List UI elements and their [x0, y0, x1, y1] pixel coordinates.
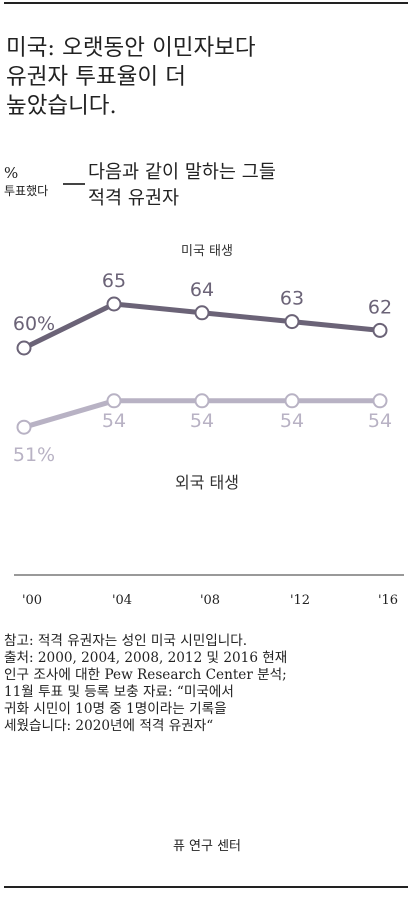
data-label: 54 [368, 410, 392, 432]
data-label: 51% [13, 444, 55, 466]
chart-title: 미국: 오랫동안 이민자보다 유권자 투표율이 더 높았습니다. [6, 35, 256, 119]
data-point [372, 322, 388, 338]
data-label: 64 [190, 279, 214, 301]
y-axis-description: 투표했다 [4, 184, 49, 198]
data-point [284, 393, 300, 409]
series-name-label: 미국 태생 [181, 244, 233, 259]
series-native-born: 60% 65 64 63 62 미국 태생 [13, 244, 392, 356]
chart-source: 퓨 연구 센터 [172, 839, 242, 854]
x-tick-label: '12 [290, 593, 310, 608]
data-label: 65 [102, 270, 126, 292]
x-tick-layer: '00 '04 '08 '12 '16 [22, 593, 398, 608]
x-tick-label: '08 [200, 593, 220, 608]
data-point [194, 305, 210, 321]
chart-subtitle: 다음과 같이 말하는 그들 적격 유권자 [88, 162, 276, 209]
data-label: 54 [190, 410, 214, 432]
top-rule [4, 2, 408, 4]
data-label: 60% [13, 313, 55, 335]
bottom-rule [4, 886, 408, 888]
y-axis-label: % 투표했다 [4, 163, 48, 199]
x-tick-label: '00 [22, 593, 42, 608]
series-layer: 60% 65 64 63 62 미국 태생 51% 54 54 54 54 외국 태생 [13, 244, 392, 492]
data-point [372, 393, 388, 409]
y-axis-unit: % [4, 164, 19, 182]
data-label: 54 [280, 410, 304, 432]
data-label: 63 [280, 288, 304, 310]
data-point [106, 296, 122, 312]
data-point [16, 419, 32, 435]
x-tick-label: '04 [112, 593, 132, 608]
x-tick-label: '16 [378, 593, 398, 608]
legend-connector-line [63, 183, 85, 185]
chart-note: 참고: 적격 유권자는 성인 미국 시민입니다. 출처: 2000, 2004,… [4, 633, 288, 734]
data-label: 54 [102, 410, 126, 432]
data-point [194, 393, 210, 409]
data-point [16, 340, 32, 356]
data-point [106, 393, 122, 409]
series-foreign-born: 51% 54 54 54 54 외국 태생 [13, 393, 392, 492]
data-label: 62 [368, 296, 392, 318]
data-point [284, 314, 300, 330]
series-name-label: 외국 태생 [175, 473, 239, 492]
